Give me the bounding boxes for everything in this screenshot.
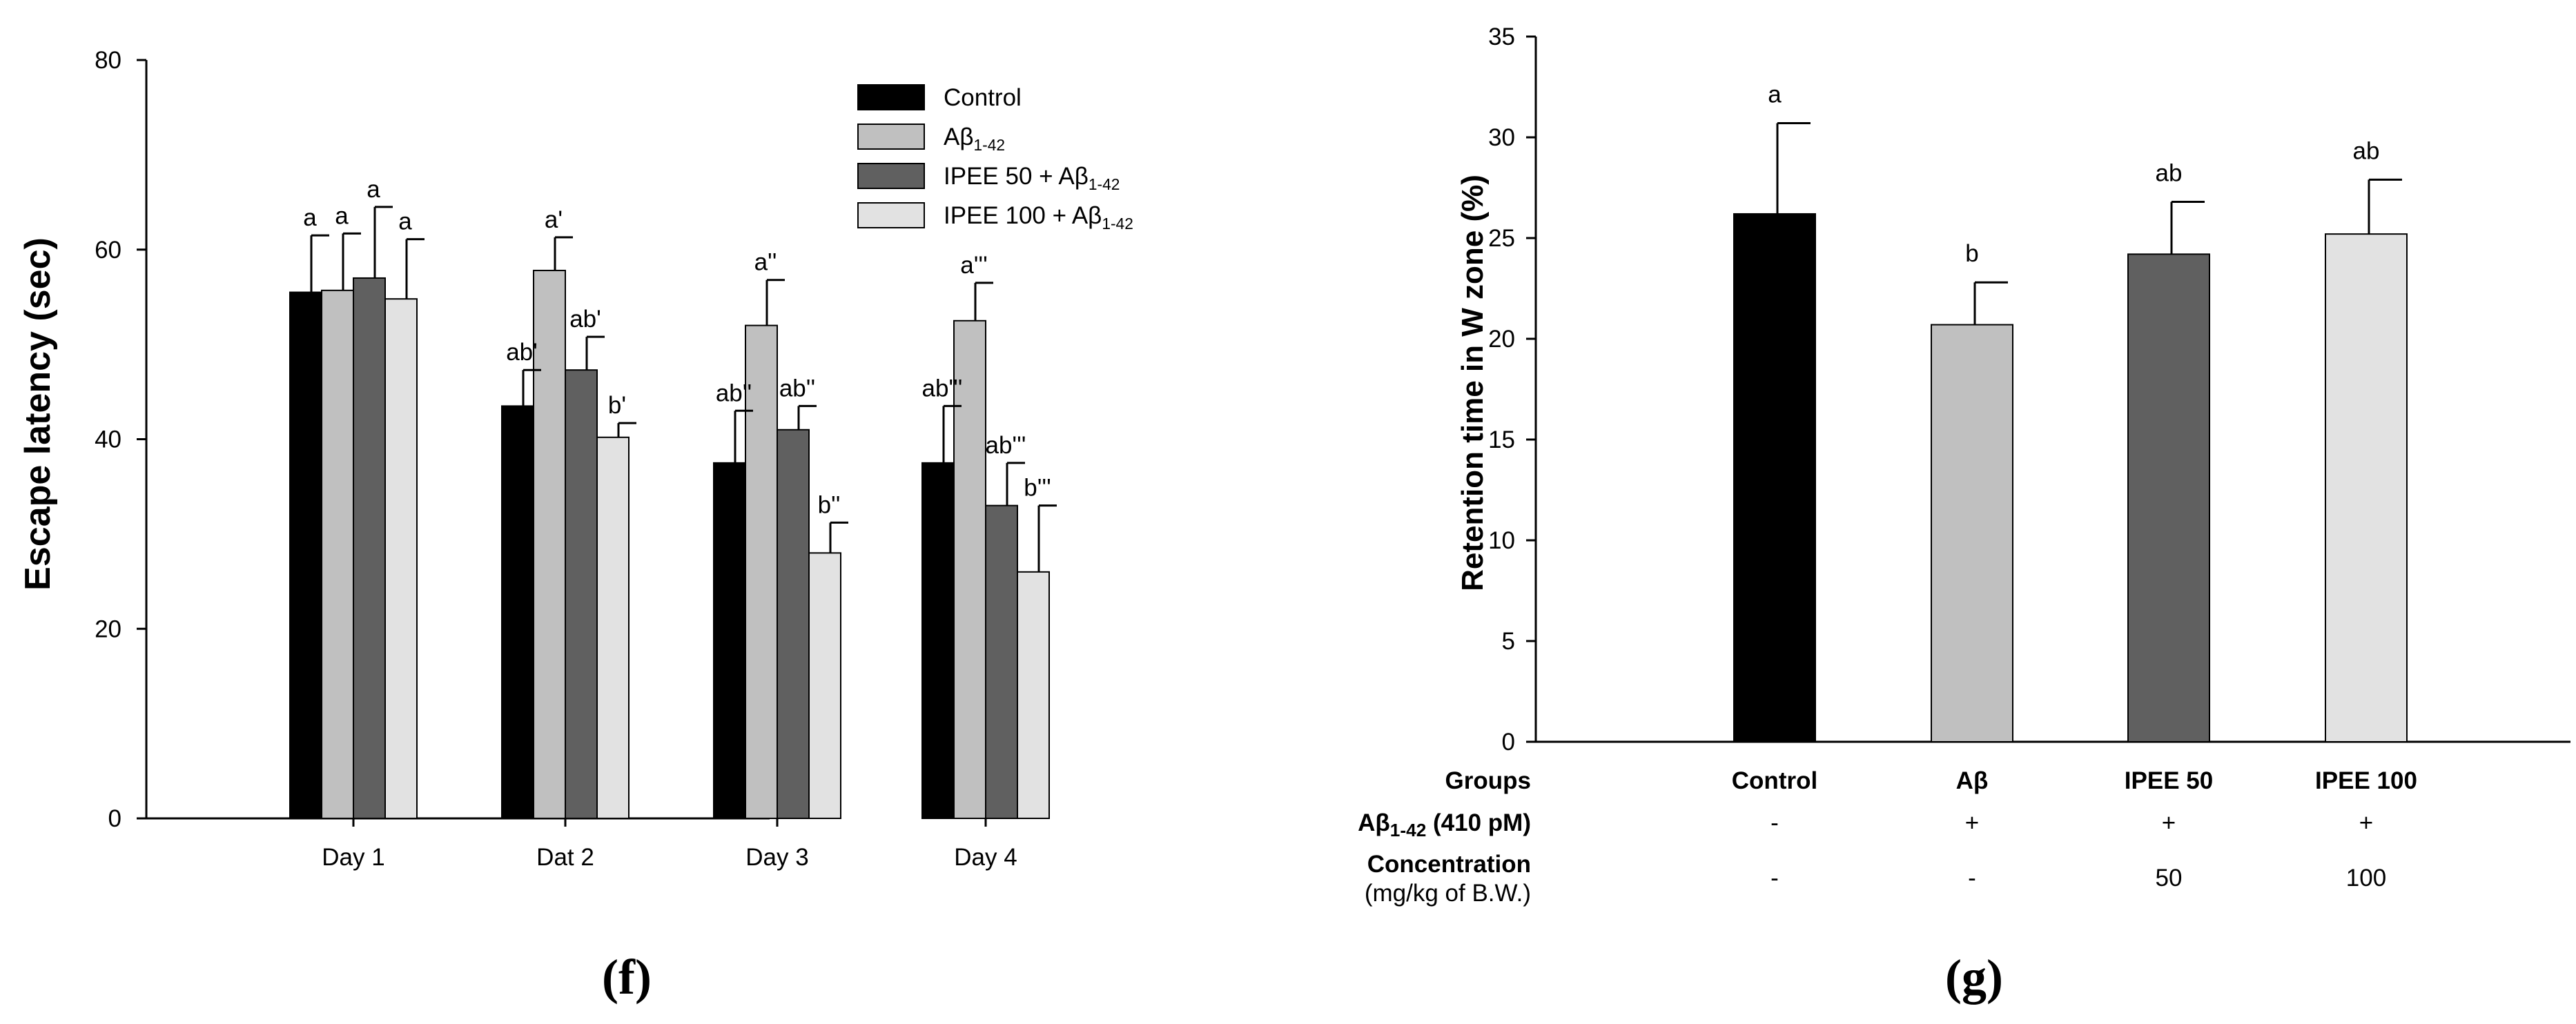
panel-label-g: (g) <box>1945 949 2003 1005</box>
chart-f-bar <box>953 319 986 819</box>
chart-f-significance-letter: a'' <box>754 249 777 276</box>
chart-g-y-tick-label: 30 <box>1488 124 1515 151</box>
abeta-row-label: Aβ1-42 (410 pM) <box>1358 809 1531 840</box>
panel-label-f: (f) <box>602 949 652 1005</box>
chart-f-x-tick-label: Day 4 <box>954 844 1017 871</box>
chart-f-significance-letter: b'' <box>818 491 841 518</box>
chart-f-y-tick-label: 60 <box>95 237 121 264</box>
chart-f-x-tick-label: Day 1 <box>322 844 384 871</box>
chart-f-bar <box>777 429 810 819</box>
chart-f-bar <box>321 289 354 820</box>
abeta-row-value: + <box>1965 809 1979 836</box>
legend-swatch <box>857 84 925 110</box>
concentration-row-value: - <box>1968 865 1976 892</box>
chart-g-bar <box>1931 324 2013 742</box>
escape-latency-chart: Escape latency (sec) 0 20 40 60 80 Day 1 Dat 2… <box>18 47 1133 871</box>
chart-f-bar <box>596 436 630 819</box>
legend-entry-label: IPEE 50 + Aβ1-42 <box>944 163 1120 193</box>
legend-entry-label: IPEE 100 + Aβ1-42 <box>944 202 1133 233</box>
chart-g-x-tick-label: IPEE 50 <box>2125 767 2213 794</box>
chart-f-bar <box>501 405 534 819</box>
chart-f-significance-letter: a' <box>545 206 563 233</box>
chart-f-x-tick-label: Dat 2 <box>536 844 594 871</box>
chart-g-y-tick-label: 10 <box>1488 527 1515 554</box>
chart-g-y-tick-label: 0 <box>1502 729 1515 756</box>
chart-f-significance-letter: a''' <box>960 252 988 279</box>
chart-f-bar <box>1017 571 1050 819</box>
chart-g-x-tick-label: Aβ <box>1956 767 1989 794</box>
chart-f-significance-letter: a <box>335 202 349 229</box>
chart-f-bar <box>921 462 955 819</box>
chart-f-significance-letter: a <box>303 204 317 231</box>
concentration-row-value: - <box>1770 865 1779 892</box>
concentration-unit-label: (mg/kg of B.W.) <box>1365 880 1531 907</box>
chart-f-y-tick-label: 20 <box>95 616 121 642</box>
chart-f-y-tick-label: 0 <box>108 805 121 832</box>
chart-g-bar <box>2325 233 2408 743</box>
chart-f-significance-letter: ab' <box>506 339 538 366</box>
chart-f-bar <box>985 504 1018 819</box>
abeta-row-value: + <box>2359 809 2373 836</box>
chart-f-bar <box>533 269 566 820</box>
chart-f-bar <box>384 298 418 819</box>
chart-f-y-axis-title: Escape latency (sec) <box>18 237 58 591</box>
chart-g-y-tick-label: 35 <box>1488 23 1515 50</box>
groups-row-label: Groups <box>1445 767 1531 794</box>
chart-g-y-tick-label: 15 <box>1488 426 1515 453</box>
abeta-row-value: + <box>2162 809 2176 836</box>
chart-g-y-tick-label: 5 <box>1502 628 1515 655</box>
chart-g-significance-letter: ab <box>2156 159 2183 186</box>
concentration-row-label: Concentration <box>1367 851 1531 878</box>
concentration-row-value: 50 <box>2156 865 2183 892</box>
chart-f-significance-letter: a <box>367 176 380 203</box>
retention-time-chart: Retention time in W zone (%) 0 5 10 15 20 25 3… <box>1358 23 2570 907</box>
chart-f-significance-letter: ab''' <box>986 432 1026 459</box>
legend-swatch <box>857 124 925 150</box>
concentration-row-value: 100 <box>2346 865 2386 892</box>
chart-g-significance-letter: a <box>1768 81 1782 108</box>
chart-f-y-tick-label: 40 <box>95 426 121 453</box>
chart-f-significance-letter: ab''' <box>922 375 963 402</box>
chart-g-bar <box>2127 253 2210 742</box>
chart-f-y-tick-label: 80 <box>95 47 121 74</box>
chart-f-significance-letter: b''' <box>1024 475 1051 502</box>
legend-swatch <box>857 163 925 189</box>
legend-swatch <box>857 202 925 228</box>
chart-g-x-tick-label: Control <box>1732 767 1817 794</box>
chart-f-significance-letter: ab'' <box>716 380 752 406</box>
chart-g-bar <box>1733 213 1816 742</box>
chart-f-significance-letter: ab' <box>569 306 601 333</box>
chart-f-significance-letter: ab'' <box>779 375 815 402</box>
legend-entry-label: Aβ1-42 <box>944 124 1005 154</box>
abeta-row-value: - <box>1770 809 1779 836</box>
chart-f-significance-letter: b' <box>608 392 626 419</box>
chart-g-y-tick-label: 25 <box>1488 225 1515 252</box>
chart-g-y-axis-title: Retention time in W zone (%) <box>1456 175 1490 591</box>
chart-f-bar <box>353 277 386 819</box>
chart-f-significance-letter: a <box>398 208 412 235</box>
chart-f-bar <box>745 324 778 819</box>
chart-f-bar <box>808 552 841 819</box>
chart-f-x-tick-label: Day 3 <box>745 844 808 871</box>
chart-g-y-tick-label: 20 <box>1488 326 1515 353</box>
chart-f-bar <box>289 291 322 820</box>
chart-f-bar <box>713 462 746 819</box>
chart-g-x-tick-label: IPEE 100 <box>2315 767 2417 794</box>
legend-entry-label: Control <box>944 84 1022 111</box>
chart-g-significance-letter: ab <box>2353 137 2380 164</box>
chart-f-bar <box>565 369 598 819</box>
chart-g-significance-letter: b <box>1965 240 1978 267</box>
